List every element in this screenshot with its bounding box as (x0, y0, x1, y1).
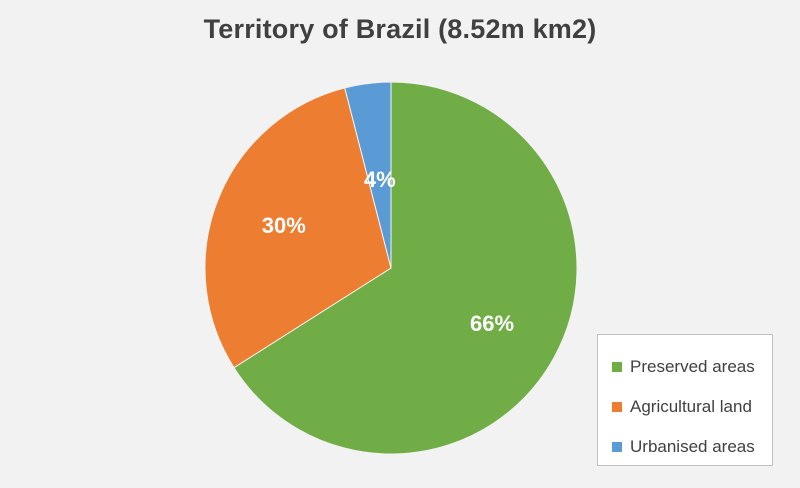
chart-title: Territory of Brazil (8.52m km2) (203, 14, 597, 44)
legend-label: Preserved areas (630, 357, 755, 376)
legend-item-urbanised-areas: Urbanised areas (598, 427, 772, 467)
legend-label: Urbanised areas (630, 437, 755, 456)
data-label-agricultural-land: 30% (262, 213, 306, 238)
legend-item-agricultural-land: Agricultural land (598, 387, 772, 427)
data-label-urbanised-areas: 4% (364, 167, 396, 192)
legend-item-preserved-areas: Preserved areas (598, 347, 772, 387)
legend-label: Agricultural land (630, 397, 752, 416)
legend-swatch-preserved-areas (612, 362, 622, 372)
data-label-preserved-areas: 66% (470, 311, 514, 336)
legend-swatch-agricultural-land (612, 402, 622, 412)
legend-swatch-urbanised-areas (612, 442, 622, 452)
chart-legend: Preserved areas Agricultural land Urbani… (597, 334, 773, 466)
pie-slice-agricultural-land (204, 87, 392, 369)
pie-slice-urbanised-areas (344, 81, 392, 269)
pie-slice-preserved-areas (233, 81, 578, 455)
